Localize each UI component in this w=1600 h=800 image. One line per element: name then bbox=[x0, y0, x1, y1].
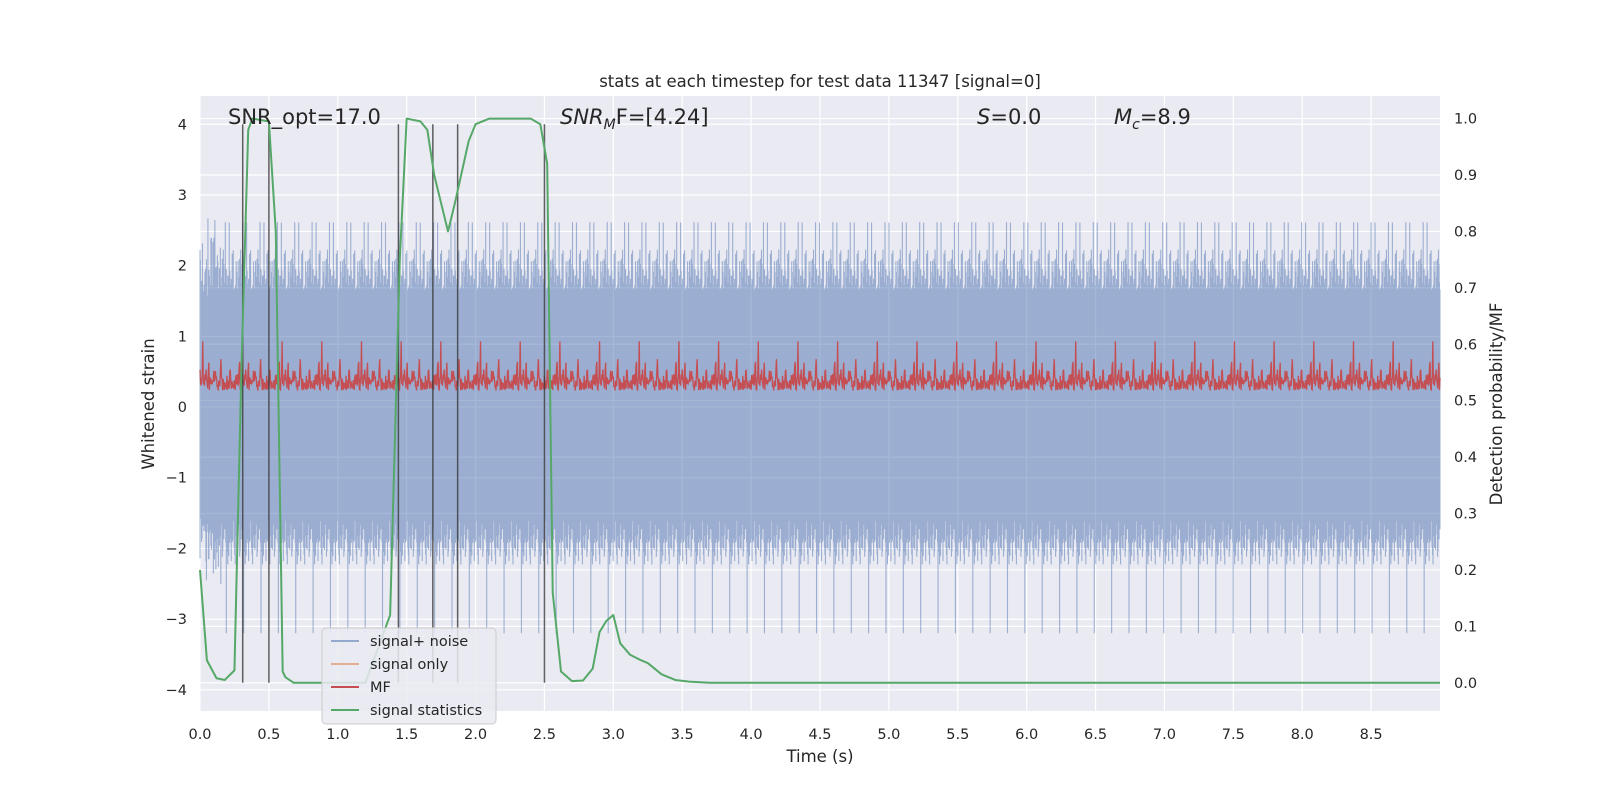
y-tick-label-left-4: 0 bbox=[178, 400, 187, 416]
y-tick-label-left-1: 3 bbox=[178, 188, 187, 204]
annotation-s: S=0.0 bbox=[977, 105, 1041, 129]
y-tick-label-right-6: 0.4 bbox=[1454, 450, 1477, 466]
vertical-markers bbox=[241, 124, 546, 683]
annotation-s-symbol: S bbox=[977, 105, 990, 129]
x-tick-labels: 0.0 0.5 1.0 1.5 2.0 2.5 3.0 3.5 4.0 4.5 5.0 5.5 6.0 6… bbox=[188, 727, 1382, 743]
signal-statistics-line bbox=[199, 117, 1440, 684]
legend: signal+ noise signal only MF signal stat… bbox=[321, 627, 497, 725]
x-tick-label-13: 6.5 bbox=[1084, 727, 1107, 743]
x-axis-label: Time (s) bbox=[785, 747, 853, 766]
y-tick-label-left-2: 2 bbox=[178, 259, 187, 275]
x-tick-label-4: 2.0 bbox=[464, 727, 487, 743]
y-axis-label-right: Detection probability/MF bbox=[1487, 303, 1506, 506]
x-tick-label-5: 2.5 bbox=[533, 727, 556, 743]
x-tick-label-6: 3.0 bbox=[602, 727, 625, 743]
annotation-snr-mf-subscript: M bbox=[604, 117, 616, 133]
x-tick-label-7: 3.5 bbox=[671, 727, 694, 743]
y-tick-label-left-8: −4 bbox=[166, 683, 187, 699]
legend-label-mf: MF bbox=[370, 680, 391, 696]
x-tick-label-8: 4.0 bbox=[740, 727, 763, 743]
y-tick-label-right-5: 0.5 bbox=[1454, 394, 1477, 410]
x-tick-label-0: 0.0 bbox=[188, 727, 211, 743]
x-tick-label-16: 8.0 bbox=[1291, 727, 1314, 743]
x-tick-label-17: 8.5 bbox=[1360, 727, 1383, 743]
x-tick-label-10: 5.0 bbox=[877, 727, 900, 743]
y-tick-label-right-10: 0.0 bbox=[1454, 676, 1477, 692]
y-tick-label-right-1: 0.9 bbox=[1454, 168, 1477, 184]
y-tick-label-right-3: 0.7 bbox=[1454, 281, 1477, 297]
x-tick-label-11: 5.5 bbox=[946, 727, 969, 743]
y-tick-label-right-4: 0.6 bbox=[1454, 337, 1477, 353]
y-tick-labels-left: 4 3 2 1 0 −1 −2 −3 −4 bbox=[166, 117, 187, 699]
y-tick-label-left-7: −3 bbox=[166, 612, 187, 628]
legend-label-signal-only: signal only bbox=[370, 657, 449, 673]
annotation-mc-symbol: M bbox=[1114, 105, 1132, 129]
legend-label-signal-noise: signal+ noise bbox=[370, 634, 468, 650]
mf-trace bbox=[199, 341, 1441, 392]
x-tick-label-12: 6.0 bbox=[1015, 727, 1038, 743]
y-tick-label-left-5: −1 bbox=[166, 471, 187, 487]
legend-box bbox=[321, 627, 497, 725]
y-tick-label-left-6: −2 bbox=[166, 541, 187, 557]
annotation-mc: Mc=8.9 bbox=[1114, 105, 1191, 133]
y-tick-label-left-0: 4 bbox=[178, 117, 187, 133]
y-tick-label-right-7: 0.3 bbox=[1454, 507, 1477, 523]
chart-title: stats at each timestep for test data 113… bbox=[599, 72, 1041, 91]
annotation-snr-opt: SNR_opt=17.0 bbox=[228, 105, 381, 130]
series-signal-statistics bbox=[199, 117, 1440, 684]
legend-label-signal-statistics: signal statistics bbox=[370, 703, 482, 719]
x-tick-label-9: 4.5 bbox=[808, 727, 831, 743]
annotation-mc-value: =8.9 bbox=[1140, 105, 1191, 129]
annotation-s-value: =0.0 bbox=[990, 105, 1041, 129]
x-tick-label-15: 7.5 bbox=[1222, 727, 1245, 743]
y-axis-label-left: Whitened strain bbox=[139, 338, 158, 469]
y-tick-label-right-2: 0.8 bbox=[1454, 224, 1477, 240]
y-tick-label-right-0: 1.0 bbox=[1454, 112, 1477, 128]
x-tick-label-14: 7.0 bbox=[1153, 727, 1176, 743]
annotation-mc-subscript: c bbox=[1132, 117, 1140, 133]
x-tick-label-3: 1.5 bbox=[395, 727, 418, 743]
annotation-snr-mf-value: F=[4.24] bbox=[616, 105, 709, 129]
y-tick-label-right-8: 0.2 bbox=[1454, 563, 1477, 579]
series-mf bbox=[199, 341, 1441, 392]
annotation-snr-mf-symbol: SNR bbox=[560, 105, 604, 129]
y-tick-labels-right: 1.0 0.9 0.8 0.7 0.6 0.5 0.4 0.3 0.2 0.1 0.0 bbox=[1454, 112, 1477, 692]
annotation-snr-mf: SNRMF=[4.24] bbox=[560, 105, 709, 133]
x-tick-label-1: 0.5 bbox=[257, 727, 280, 743]
y-tick-label-right-9: 0.1 bbox=[1454, 619, 1477, 635]
y-tick-label-left-3: 1 bbox=[178, 329, 187, 345]
x-tick-label-2: 1.0 bbox=[326, 727, 349, 743]
